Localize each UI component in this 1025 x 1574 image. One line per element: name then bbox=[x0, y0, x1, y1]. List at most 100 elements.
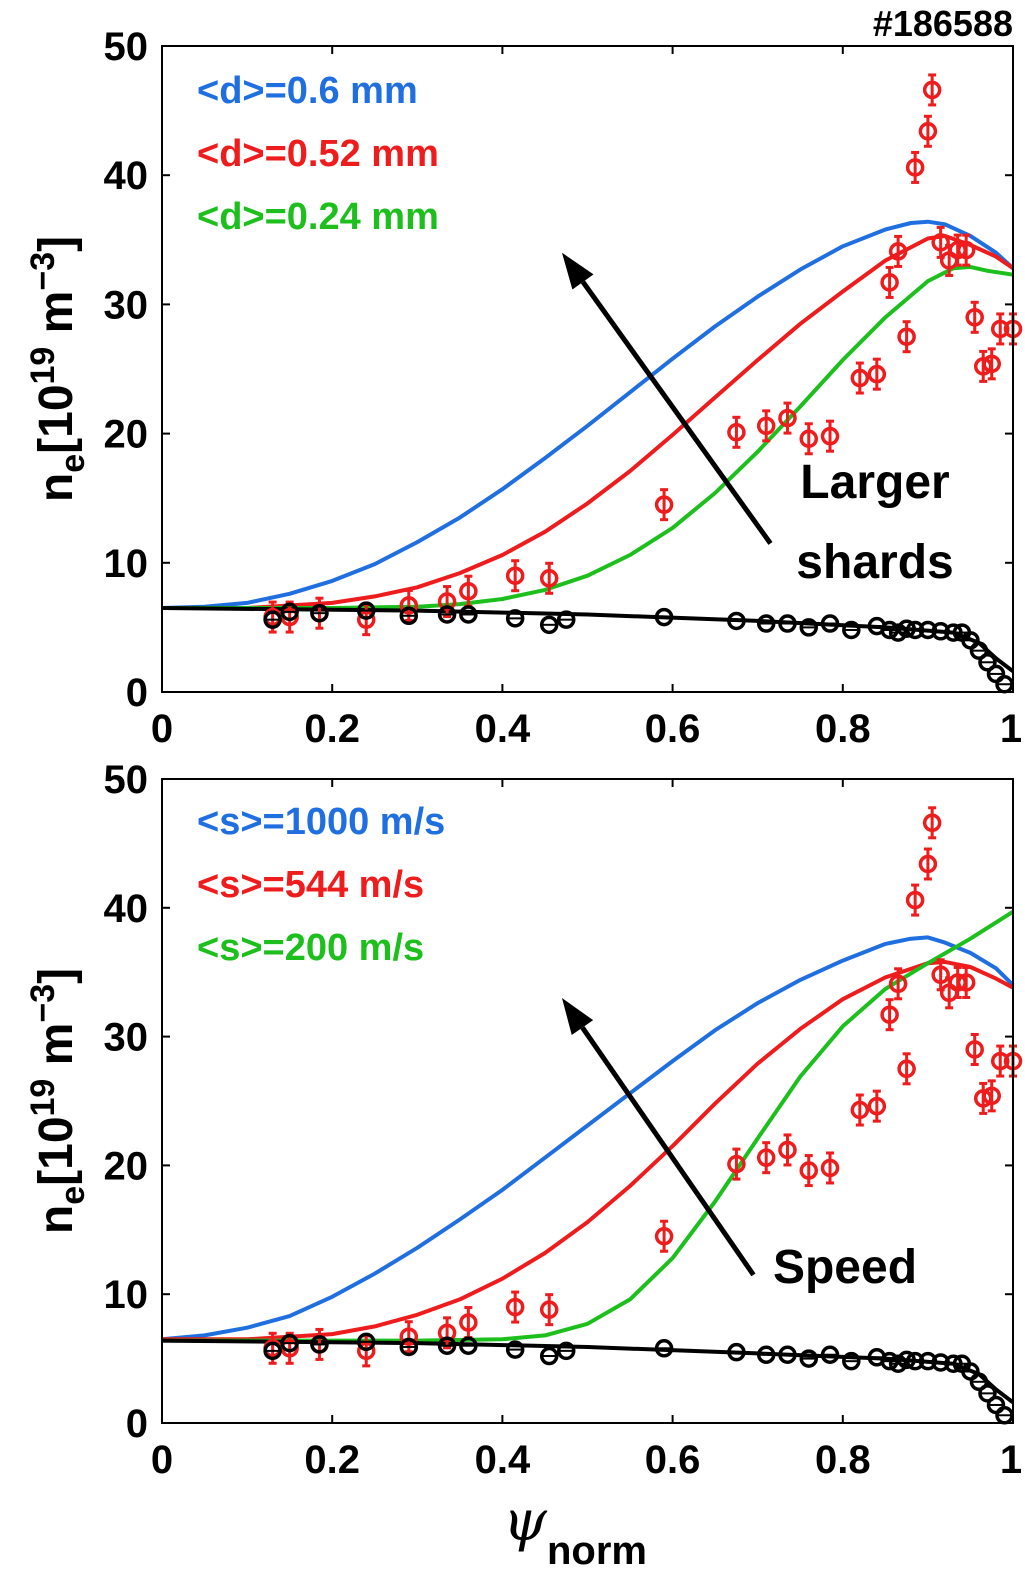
x-tick-label: 0.6 bbox=[645, 707, 701, 751]
x-tick-label: 0.4 bbox=[475, 707, 531, 751]
y-axis-label-part: [10 bbox=[30, 1116, 83, 1185]
data-point-red bbox=[956, 240, 976, 260]
data-point-black bbox=[931, 622, 950, 641]
data-point-red bbox=[820, 426, 840, 446]
data-point-black bbox=[918, 620, 938, 640]
data-point-red bbox=[850, 368, 870, 388]
arrow-shaft bbox=[580, 1026, 756, 1277]
plot-frame bbox=[161, 45, 1014, 693]
y-tick-label: 10 bbox=[104, 1273, 149, 1317]
data-point-black bbox=[880, 620, 899, 640]
data-point-black bbox=[437, 605, 457, 624]
data-point-red bbox=[867, 1096, 887, 1116]
data-point-black bbox=[280, 602, 299, 622]
plot-frame bbox=[161, 778, 1014, 1424]
shot-number: #186588 bbox=[873, 3, 1013, 44]
data-point-red bbox=[982, 354, 1001, 374]
data-point-black bbox=[918, 1351, 938, 1371]
data-point-black bbox=[931, 1353, 950, 1372]
data-point-black bbox=[842, 1351, 861, 1371]
y-tick-label: 50 bbox=[104, 758, 149, 802]
data-point-red bbox=[727, 423, 746, 442]
data-point-black bbox=[978, 653, 997, 672]
y-axis-label-part: m bbox=[30, 291, 83, 347]
data-point-black bbox=[880, 1351, 899, 1371]
data-point-black bbox=[556, 1341, 576, 1361]
y-axis-label-part: −3 bbox=[24, 252, 62, 291]
data-point-black bbox=[820, 1345, 840, 1364]
data-point-black bbox=[263, 610, 282, 629]
data-point-black bbox=[978, 1384, 997, 1403]
y-tick-label: 30 bbox=[104, 1016, 149, 1060]
data-point-red bbox=[990, 319, 1010, 339]
y-tick-label: 20 bbox=[104, 413, 149, 457]
data-point-black bbox=[756, 614, 776, 633]
data-point-black bbox=[556, 610, 576, 629]
data-point-red bbox=[654, 495, 674, 514]
series-line-blue bbox=[161, 935, 1015, 1342]
data-point-red bbox=[437, 592, 457, 611]
y-axis-label-part: −3 bbox=[24, 984, 62, 1023]
data-point-red bbox=[459, 581, 478, 601]
legend-entry: <s>=1000 m/s bbox=[197, 801, 445, 843]
y-axis-label-part: e bbox=[54, 454, 92, 473]
data-point-black bbox=[969, 641, 989, 660]
y-axis-label-part: 19 bbox=[24, 1079, 62, 1117]
x-axis-label-sub: norm bbox=[547, 1529, 647, 1573]
data-point-black bbox=[799, 618, 819, 637]
y-tick-label: 50 bbox=[104, 25, 149, 69]
y-tick-label: 40 bbox=[104, 887, 149, 931]
legend-entry: <s>=200 m/s bbox=[197, 927, 424, 969]
y-axis-label-part: ] bbox=[30, 236, 83, 252]
y-axis-label: ne[1019 m−3] bbox=[24, 968, 92, 1234]
y-tick-label: 0 bbox=[126, 1402, 148, 1446]
annotation-text: shards bbox=[796, 536, 953, 589]
data-point-red bbox=[778, 1140, 797, 1160]
x-tick-label: 0.4 bbox=[475, 1438, 531, 1482]
data-point-black bbox=[799, 1349, 819, 1368]
data-point-red bbox=[982, 1086, 1001, 1106]
y-tick-label: 0 bbox=[126, 671, 148, 715]
y-axis-label-part: [10 bbox=[30, 384, 83, 453]
arrow-shaft bbox=[580, 280, 773, 545]
data-point-black bbox=[969, 1372, 989, 1392]
data-point-red bbox=[539, 1300, 559, 1319]
data-point-red bbox=[799, 429, 819, 449]
data-point-red bbox=[459, 1313, 478, 1332]
data-point-red bbox=[965, 1040, 984, 1059]
data-point-red bbox=[867, 364, 887, 384]
data-point-red bbox=[922, 80, 942, 100]
data-point-red bbox=[399, 596, 419, 615]
data-point-red bbox=[990, 1051, 1010, 1071]
data-point-red bbox=[654, 1226, 674, 1246]
data-point-red bbox=[756, 1148, 776, 1167]
data-point-red bbox=[888, 242, 908, 261]
data-point-black bbox=[727, 1342, 746, 1362]
data-point-red bbox=[727, 1154, 746, 1174]
x-tick-label: 0.2 bbox=[304, 1438, 360, 1482]
data-point-black bbox=[842, 620, 861, 640]
data-point-black bbox=[280, 1333, 299, 1353]
data-point-black bbox=[727, 611, 746, 631]
y-tick-label: 20 bbox=[104, 1144, 149, 1188]
data-point-black bbox=[505, 1340, 525, 1359]
y-axis-label: ne[1019 m−3] bbox=[24, 236, 92, 502]
x-tick-label: 0 bbox=[151, 1438, 173, 1482]
legend-entry: <d>=0.24 mm bbox=[197, 196, 439, 238]
data-point-black bbox=[820, 614, 840, 633]
x-tick-label: 0.6 bbox=[645, 1438, 701, 1482]
data-point-black bbox=[778, 1345, 797, 1364]
data-point-black bbox=[399, 606, 419, 626]
x-tick-label: 0.8 bbox=[815, 1438, 871, 1482]
arrow-head bbox=[561, 997, 594, 1035]
x-tick-label: 0.2 bbox=[304, 707, 360, 751]
data-point-red bbox=[539, 569, 559, 588]
data-point-black bbox=[539, 1346, 559, 1366]
data-point-red bbox=[437, 1323, 457, 1343]
data-point-black bbox=[356, 1332, 376, 1352]
data-point-black bbox=[437, 1336, 457, 1355]
data-point-black bbox=[654, 1339, 674, 1358]
data-point-black bbox=[539, 615, 559, 635]
legend-entry: <d>=0.52 mm bbox=[197, 133, 439, 175]
